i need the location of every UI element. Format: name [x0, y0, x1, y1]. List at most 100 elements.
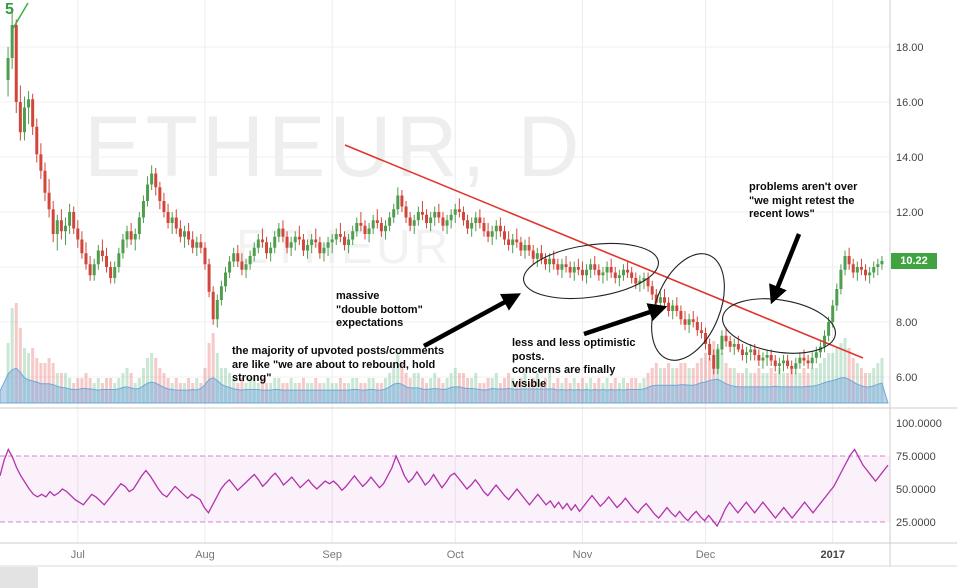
candle [552, 258, 556, 265]
candle [626, 269, 630, 273]
candle [113, 267, 117, 278]
candle [162, 201, 166, 212]
candle [548, 258, 552, 265]
candle [211, 291, 215, 320]
candle [457, 209, 461, 212]
candle [187, 231, 191, 240]
drawing-label-5[interactable]: 5 [5, 1, 14, 18]
annotation-upvoted-posts[interactable]: the majority of upvoted posts/comments a… [232, 345, 445, 384]
candle [96, 250, 100, 265]
volume-bar [851, 358, 855, 403]
candle [14, 25, 18, 102]
volume-bar [695, 363, 699, 403]
indicator-axis-label: 50.0000 [896, 484, 936, 496]
candle [240, 261, 244, 270]
candle [827, 322, 831, 336]
candle [831, 305, 835, 322]
annotation-less-optimistic[interactable]: less and less optimistic posts. concerns… [512, 337, 636, 390]
indicator-axis-label: 75.0000 [896, 451, 936, 463]
candle [691, 319, 695, 322]
candle [544, 258, 548, 265]
candle [568, 267, 572, 273]
candle [740, 349, 744, 355]
candle [27, 99, 31, 108]
candle [347, 239, 351, 245]
candle [486, 231, 490, 237]
candle [732, 344, 736, 347]
volume-bar [27, 353, 31, 403]
candle [416, 212, 420, 221]
time-axis[interactable] [0, 543, 890, 566]
candle [802, 357, 806, 361]
candle [84, 253, 88, 265]
candle [482, 223, 486, 232]
candle [39, 154, 43, 171]
candle [642, 278, 646, 281]
candle [535, 253, 539, 259]
candle [367, 228, 371, 234]
volume-bar [827, 353, 831, 403]
trendline-drawing[interactable] [344, 144, 864, 359]
ellipse-drawing[interactable] [637, 243, 738, 371]
candle [699, 330, 703, 333]
volume-bar [47, 358, 51, 403]
candle [31, 99, 35, 127]
ellipse-drawing[interactable] [520, 236, 662, 306]
candle [843, 256, 847, 270]
candle [355, 223, 359, 232]
volume-bar [802, 368, 806, 403]
candle [663, 297, 666, 303]
volume-bar [880, 358, 884, 403]
candle [478, 217, 482, 223]
volume-bar [745, 368, 749, 403]
annotation-double-bottom[interactable]: massive "double bottom" expectations [336, 290, 423, 329]
candle [55, 220, 59, 234]
volume-bar [43, 363, 47, 403]
volume-bar [835, 348, 839, 403]
volume-bar [22, 348, 26, 403]
candle [92, 264, 96, 276]
candle [712, 355, 716, 369]
candle [330, 239, 334, 243]
candle [650, 286, 654, 295]
candle [433, 212, 437, 218]
time-axis-label: Sep [322, 549, 342, 561]
volume-bar [453, 368, 457, 403]
candle [420, 212, 424, 215]
candle [724, 335, 728, 342]
volume-bar [125, 368, 129, 403]
candle [531, 250, 535, 259]
candle [384, 225, 388, 232]
arrow-drawing[interactable] [422, 293, 521, 348]
candle [314, 239, 318, 243]
volume-bar [790, 368, 794, 403]
candle [306, 245, 310, 251]
annotation-problems-not-over[interactable]: problems aren't over "we might retest th… [749, 181, 858, 220]
candle [576, 267, 580, 270]
candle [388, 217, 392, 226]
candle [6, 58, 10, 80]
indicator-axis-label: 100.0000 [896, 418, 942, 430]
volume-bar [396, 353, 400, 403]
candle [449, 214, 453, 221]
arrow-drawing[interactable] [583, 303, 668, 337]
green-line-drawing[interactable] [11, 2, 29, 31]
candle [445, 220, 449, 226]
candle [859, 267, 863, 270]
time-axis-label: Jul [71, 549, 85, 561]
price-axis[interactable] [890, 0, 957, 543]
volume-bar [716, 348, 720, 403]
candle [35, 126, 39, 155]
candle [646, 278, 650, 287]
volume-bar [215, 353, 219, 403]
candle [835, 289, 839, 306]
volume-bar [207, 343, 211, 403]
candle [63, 225, 67, 232]
indicator-axis-label: 25.0000 [896, 517, 936, 529]
candle [847, 256, 851, 265]
candle [425, 214, 429, 223]
volume-bar [548, 373, 552, 403]
arrow-drawing[interactable] [769, 233, 802, 305]
